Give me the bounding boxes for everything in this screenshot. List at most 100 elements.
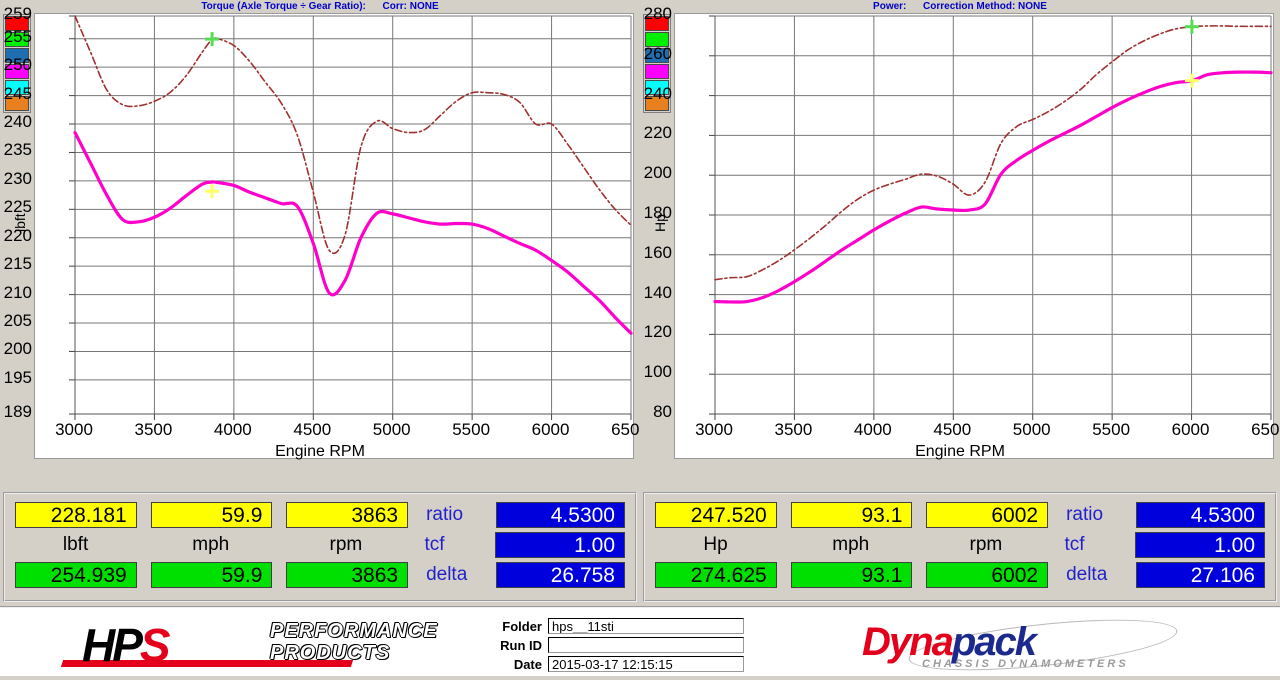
- x-axis-title: Engine RPM: [915, 443, 1005, 460]
- torque-yellow-rpm[interactable]: 3863: [286, 502, 409, 528]
- torque-green-mph[interactable]: 59.9: [150, 562, 273, 588]
- power-tcf-value[interactable]: 1.00: [1135, 532, 1265, 558]
- y-axis-tick-label: 200: [3, 339, 32, 359]
- x-axis-tick-label: 3500: [134, 420, 173, 439]
- legend-swatch-cyan[interactable]: [5, 80, 29, 95]
- y-axis-tick-label: 210: [3, 282, 32, 302]
- torque-ratio-value[interactable]: 4.5300: [496, 502, 625, 528]
- torque-mph-label: mph: [192, 534, 230, 555]
- x-axis-tick-label: 3000: [55, 420, 93, 439]
- y-axis-tick-label: 100: [643, 362, 672, 382]
- power-delta-label: delta: [1066, 564, 1108, 585]
- readout-row-green: 274.625 93.1 6002 delta 27.106: [655, 560, 1265, 590]
- power-ratio-value[interactable]: 4.5300: [1136, 502, 1265, 528]
- torque-rpm-label: rpm: [329, 534, 363, 555]
- x-axis-tick-label: 4000: [853, 420, 892, 439]
- x-axis-tick-label: 5000: [1012, 420, 1051, 439]
- legend-swatch-magenta[interactable]: [645, 64, 669, 79]
- torque-tcf-value[interactable]: 1.00: [495, 532, 625, 558]
- y-axis-tick-label: 280: [643, 4, 672, 23]
- y-axis-tick-label: 259: [3, 4, 32, 23]
- torque-yellow-mph[interactable]: 59.9: [150, 502, 273, 528]
- legend-swatch-green[interactable]: [5, 32, 29, 47]
- readout-row-units: lbft mph rpm tcf 1.00: [15, 530, 625, 560]
- x-axis-tick-label: 3000: [695, 420, 733, 439]
- y-axis-tick-label: 160: [643, 242, 672, 262]
- data-series-run-2: [714, 25, 1272, 281]
- date-label: Date: [513, 656, 542, 672]
- legend-swatch-cyan[interactable]: [645, 80, 669, 95]
- y-axis-tick-label: 225: [3, 197, 32, 217]
- x-axis-tick-label: 5000: [372, 420, 411, 439]
- y-axis-tick-label: 230: [3, 168, 32, 188]
- readout-row-green: 254.939 59.9 3863 delta 26.758: [15, 560, 625, 590]
- data-series-run-2: [74, 15, 632, 255]
- power-yellow-mph[interactable]: 93.1: [790, 502, 913, 528]
- legend-swatch-green[interactable]: [645, 32, 669, 47]
- power-delta-value[interactable]: 27.106: [1136, 562, 1265, 588]
- data-series-run-1: [73, 130, 633, 335]
- y-axis-tick-label: 180: [643, 203, 672, 222]
- hps-tagline-line2: PRODUCTS: [270, 642, 391, 664]
- runid-input[interactable]: [548, 637, 744, 653]
- x-axis-tick-label: 6500: [611, 420, 649, 439]
- legend-swatch-orange[interactable]: [5, 96, 29, 111]
- power-yellow-rpm[interactable]: 6002: [926, 502, 1049, 528]
- legend-swatch-red[interactable]: [5, 16, 29, 31]
- torque-yellow-value[interactable]: 228.181: [15, 502, 137, 528]
- y-axis-tick-label: 240: [3, 112, 32, 132]
- power-tcf-label: tcf: [1064, 534, 1085, 555]
- x-axis-tick-label: 6000: [1171, 420, 1210, 439]
- runid-label: Run ID: [500, 637, 542, 653]
- date-row: Date 2015-03-17 12:15:15: [480, 656, 780, 672]
- torque-green-value[interactable]: 254.939: [15, 562, 137, 588]
- legend-swatch-blue[interactable]: [5, 48, 29, 63]
- x-axis-tick-label: 4500: [293, 420, 332, 439]
- power-yellow-value[interactable]: 247.520: [655, 502, 777, 528]
- power-green-value[interactable]: 274.625: [655, 562, 777, 588]
- torque-unit-label: lbft: [62, 534, 89, 555]
- power-chart-title: Power: Correction Method: NONE: [873, 1, 1047, 12]
- power-readout-panel: 247.520 93.1 6002 ratio 4.5300 Hp mph rp…: [643, 492, 1277, 602]
- x-axis-tick-label: 6000: [531, 420, 570, 439]
- folder-label: Folder: [502, 618, 542, 634]
- legend-swatch-red[interactable]: [645, 16, 669, 31]
- y-axis-tick-label: 200: [643, 163, 672, 183]
- power-green-rpm[interactable]: 6002: [926, 562, 1049, 588]
- power-plot-area[interactable]: [674, 13, 1274, 459]
- y-axis-tick-label: 215: [3, 254, 32, 274]
- folder-input[interactable]: hps__11sti: [548, 618, 744, 634]
- torque-legend[interactable]: [3, 14, 31, 113]
- date-input[interactable]: 2015-03-17 12:15:15: [548, 656, 744, 672]
- power-ratio-label: ratio: [1066, 504, 1104, 525]
- hps-wordmark: HPS: [82, 618, 171, 672]
- torque-green-rpm[interactable]: 3863: [286, 562, 409, 588]
- dynapack-subtitle: CHASSIS DYNAMOMETERS: [922, 658, 1129, 670]
- legend-swatch-blue[interactable]: [645, 48, 669, 63]
- y-axis-tick-label: 220: [3, 225, 32, 245]
- y-axis-tick-label: 250: [3, 55, 32, 75]
- readout-panels: 228.181 59.9 3863 ratio 4.5300 lbft mph …: [0, 488, 1280, 606]
- run-info-form: Folder hps__11sti Run ID Date 2015-03-17…: [480, 618, 780, 675]
- x-axis-tick-label: 6500: [1251, 420, 1280, 439]
- charts-row: Torque (Axle Torque ÷ Gear Ratio): Corr:…: [3, 1, 1280, 460]
- legend-swatch-orange[interactable]: [645, 96, 669, 111]
- torque-plot-area[interactable]: [34, 13, 634, 459]
- hps-letter-s: S: [139, 619, 171, 671]
- power-green-mph[interactable]: 93.1: [790, 562, 913, 588]
- y-axis-tick-label: 245: [3, 83, 32, 103]
- y-axis-title: Hp: [652, 214, 668, 232]
- torque-delta-value[interactable]: 26.758: [496, 562, 625, 588]
- dynapack-pack: pack: [951, 620, 1037, 664]
- legend-swatch-magenta[interactable]: [5, 64, 29, 79]
- readout-row-units: Hp mph rpm tcf 1.00: [655, 530, 1265, 560]
- y-axis-tick-label: 235: [3, 140, 32, 160]
- torque-readout-panel: 228.181 59.9 3863 ratio 4.5300 lbft mph …: [3, 492, 637, 602]
- power-legend[interactable]: [643, 14, 671, 113]
- torque-tcf-label: tcf: [424, 534, 445, 555]
- power-plot-svg: [709, 15, 1273, 420]
- torque-delta-label: delta: [426, 564, 468, 585]
- footer-bar: HPS PERFORMANCE PRODUCTS Folder hps__11s…: [0, 606, 1280, 680]
- y-axis-title: lbft: [12, 213, 28, 232]
